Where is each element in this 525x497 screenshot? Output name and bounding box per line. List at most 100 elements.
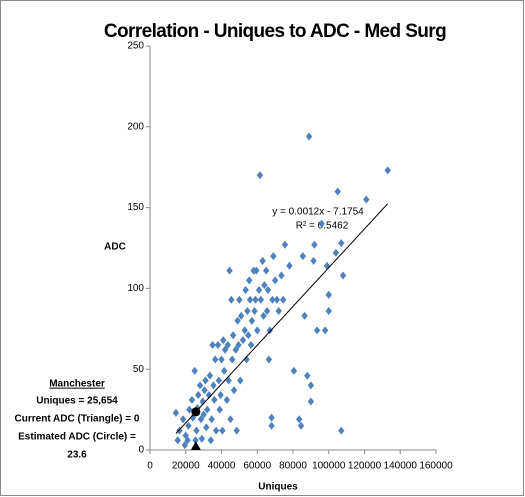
point	[251, 307, 258, 316]
point	[199, 397, 206, 406]
y-axis-label: ADC	[104, 242, 126, 253]
point	[252, 295, 259, 304]
point	[263, 307, 271, 316]
marker-triangle	[190, 441, 201, 450]
point	[266, 326, 273, 335]
point	[202, 376, 209, 385]
point	[307, 397, 315, 406]
y-tick-label: 0	[138, 445, 144, 456]
point	[268, 413, 275, 422]
point	[321, 326, 329, 335]
point	[305, 132, 313, 141]
point	[216, 405, 223, 414]
point	[235, 340, 242, 349]
annotation: Current ADC (Triangle) = 0	[15, 414, 140, 425]
point	[220, 366, 228, 375]
x-tick-label: 80000	[279, 461, 307, 472]
x-tick-label: 100000	[312, 461, 346, 472]
y-tick-label: 50	[133, 364, 145, 375]
point	[264, 286, 272, 295]
point	[247, 340, 255, 349]
point	[184, 436, 191, 445]
point	[307, 381, 315, 390]
point	[229, 355, 236, 364]
point	[232, 345, 239, 354]
point	[191, 366, 198, 375]
point	[200, 410, 207, 419]
point	[253, 266, 260, 275]
point	[211, 395, 218, 404]
point	[226, 266, 233, 275]
x-tick-label: 20000	[172, 461, 200, 472]
point	[304, 371, 311, 380]
point	[181, 441, 189, 450]
point	[179, 415, 187, 424]
point	[174, 436, 181, 445]
point	[233, 426, 240, 435]
point	[198, 434, 206, 443]
point	[196, 381, 204, 390]
x-tick-label: 0	[147, 461, 153, 472]
point	[248, 316, 256, 325]
point	[260, 311, 267, 320]
x-tick-label: 120000	[348, 461, 382, 472]
point	[176, 426, 183, 435]
point	[203, 423, 210, 432]
point	[210, 381, 217, 390]
point	[204, 405, 211, 414]
point	[192, 436, 199, 445]
point	[255, 286, 263, 295]
annotation: Manchester	[49, 379, 105, 390]
point	[241, 326, 248, 335]
point	[234, 316, 241, 325]
point	[228, 295, 235, 304]
point	[325, 290, 332, 299]
point	[310, 256, 317, 265]
point	[290, 366, 298, 375]
point	[185, 421, 192, 430]
point	[223, 395, 231, 404]
y-tick-label: 150	[127, 202, 144, 213]
point	[299, 252, 307, 261]
point	[311, 240, 318, 249]
point	[197, 415, 205, 424]
point	[257, 295, 265, 304]
point	[219, 426, 226, 435]
point	[325, 307, 332, 316]
point	[279, 295, 287, 304]
marker-circle	[191, 407, 201, 417]
y-tick-label: 100	[127, 283, 144, 294]
point	[207, 436, 214, 445]
x-tick-label: 40000	[208, 461, 236, 472]
x-tick-label: 160000	[419, 461, 453, 472]
chart-title: Correlation - Uniques to ADC - Med Surg	[104, 21, 446, 42]
annotation: 23.6	[67, 450, 87, 461]
point	[265, 355, 273, 364]
point	[256, 171, 264, 180]
point	[237, 311, 245, 320]
point	[334, 187, 341, 196]
annotation: Uniques = 25,654	[36, 396, 118, 407]
point	[318, 219, 325, 228]
point	[224, 340, 231, 349]
point	[201, 386, 208, 395]
point	[262, 266, 270, 275]
point	[212, 426, 220, 435]
point	[271, 276, 279, 285]
point	[230, 386, 238, 395]
point	[273, 295, 281, 304]
trendline	[175, 203, 389, 434]
point	[246, 295, 254, 304]
x-tick-label: 140000	[384, 461, 418, 472]
point	[286, 261, 293, 270]
x-tick-label: 60000	[243, 461, 271, 472]
point	[281, 240, 289, 249]
point	[384, 166, 391, 175]
y-tick-label: 250	[127, 41, 144, 52]
point	[217, 391, 224, 400]
point	[297, 421, 305, 430]
point	[186, 405, 193, 414]
trendline-equation: y = 0.0012x - 7.1754	[272, 207, 364, 218]
